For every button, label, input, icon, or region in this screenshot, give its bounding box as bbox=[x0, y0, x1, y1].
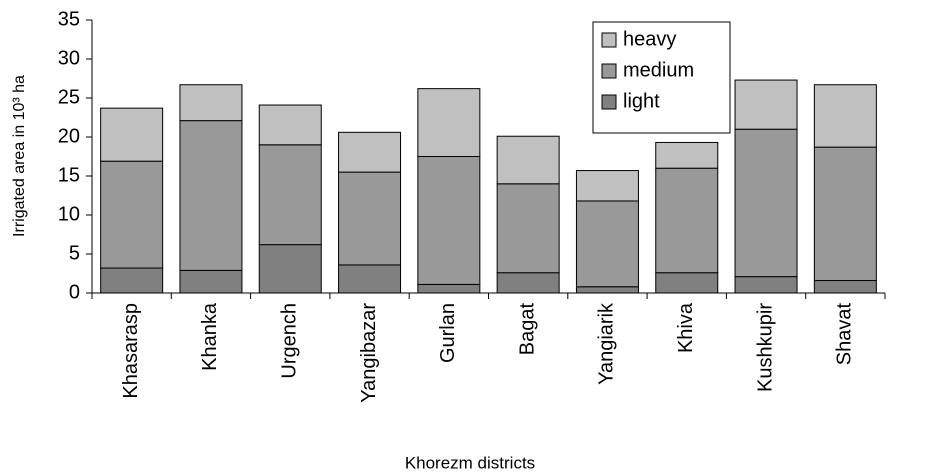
bar-segment bbox=[734, 79, 798, 130]
y-tick-label: 0 bbox=[69, 281, 80, 303]
x-tick-label: Yangiarik bbox=[596, 302, 618, 385]
x-tick-label: Kushkupir bbox=[754, 303, 776, 392]
bar-segment bbox=[734, 276, 798, 294]
bar-segment bbox=[655, 167, 719, 274]
bar-segment bbox=[575, 200, 639, 288]
bar-segment bbox=[734, 128, 798, 278]
legend-label: heavy bbox=[623, 28, 676, 50]
x-tick-label: Urgench bbox=[279, 303, 301, 379]
legend-label: light bbox=[623, 90, 660, 112]
x-axis-title: Khorezm districts bbox=[405, 453, 535, 472]
bar-segment bbox=[496, 183, 560, 274]
bar-segment bbox=[813, 146, 877, 282]
bar-segment bbox=[417, 156, 481, 285]
bar-segment bbox=[100, 160, 164, 269]
y-tick-label: 20 bbox=[58, 125, 80, 147]
bar-segment bbox=[417, 88, 481, 157]
x-tick-label: Khiva bbox=[675, 302, 697, 353]
y-tick-label: 10 bbox=[58, 203, 80, 225]
bar-segment bbox=[179, 269, 243, 294]
bar-segment bbox=[258, 144, 322, 246]
bar-segment bbox=[338, 171, 402, 266]
legend-swatch bbox=[601, 94, 617, 110]
y-axis-title: Irrigated area in 10³ ha bbox=[11, 75, 28, 237]
bar-segment bbox=[575, 286, 639, 294]
bar-segment bbox=[338, 131, 402, 173]
bar-segment bbox=[417, 283, 481, 294]
bar-segment bbox=[655, 141, 719, 169]
bar-segment bbox=[179, 120, 243, 271]
x-tick-label: Yangibazar bbox=[358, 303, 380, 403]
bar-segment bbox=[655, 272, 719, 294]
bar-segment bbox=[179, 84, 243, 122]
bar-segment bbox=[813, 84, 877, 148]
x-tick-label: Bagat bbox=[516, 303, 538, 356]
bar-segment bbox=[496, 272, 560, 294]
bar-segment bbox=[575, 170, 639, 202]
bar-segment bbox=[100, 107, 164, 162]
y-tick-label: 35 bbox=[58, 8, 80, 30]
bar-segment bbox=[100, 267, 164, 294]
y-tick-label: 5 bbox=[69, 242, 80, 264]
bar-segment bbox=[813, 280, 877, 294]
bar-segment bbox=[258, 244, 322, 294]
bar-segment bbox=[338, 264, 402, 294]
legend-swatch bbox=[601, 63, 617, 79]
x-tick-label: Khanka bbox=[199, 302, 221, 371]
x-tick-label: Shavat bbox=[834, 303, 856, 366]
y-tick-label: 25 bbox=[58, 86, 80, 108]
legend-swatch bbox=[601, 32, 617, 48]
bar-segment bbox=[496, 135, 560, 185]
legend-label: medium bbox=[623, 59, 694, 81]
x-tick-label: Gurlan bbox=[437, 303, 459, 363]
y-tick-label: 15 bbox=[58, 164, 80, 186]
y-tick-label: 30 bbox=[58, 47, 80, 69]
bar-segment bbox=[258, 104, 322, 146]
x-tick-label: Khasarasp bbox=[120, 303, 142, 399]
